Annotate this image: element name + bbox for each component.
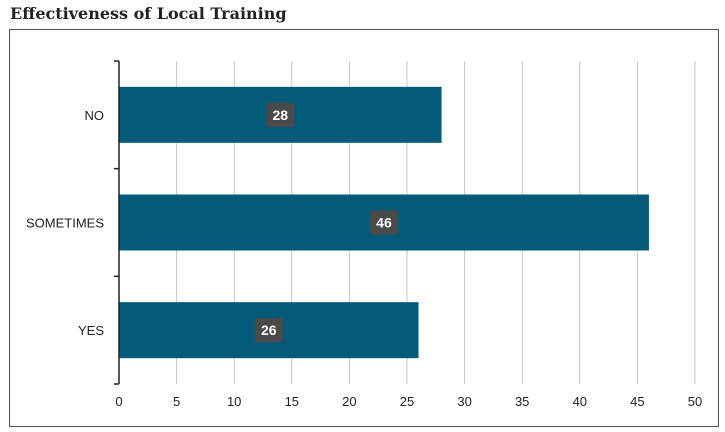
x-tick-label-0: 0 bbox=[115, 394, 122, 409]
axes bbox=[114, 60, 120, 385]
x-tick-label-10: 10 bbox=[227, 394, 241, 409]
x-tick-label-30: 30 bbox=[457, 394, 471, 409]
data-label-bg-sometimes bbox=[369, 210, 398, 235]
x-tick-label-20: 20 bbox=[342, 394, 356, 409]
x-tick-label-5: 5 bbox=[173, 394, 180, 409]
x-tick-label-15: 15 bbox=[285, 394, 299, 409]
data-label-yes: 26 bbox=[261, 322, 277, 338]
category-label-no: NO bbox=[85, 108, 105, 123]
chart-title: Effectiveness of Local Training bbox=[10, 4, 287, 23]
x-tick-label-35: 35 bbox=[515, 394, 529, 409]
data-label-bg-yes bbox=[254, 318, 283, 343]
data-label-no: 28 bbox=[272, 107, 288, 123]
category-label-sometimes: SOMETIMES bbox=[26, 216, 104, 231]
x-tick-label-50: 50 bbox=[688, 394, 702, 409]
x-tick-label-40: 40 bbox=[573, 394, 587, 409]
labels: 0 5 10 15 20 25 30 35 40 45 50 NO 28 SOMETIMES 46 YES 26 bbox=[26, 102, 702, 409]
data-label-sometimes: 46 bbox=[376, 215, 392, 231]
category-label-yes: YES bbox=[78, 323, 104, 338]
data-label-bg-no bbox=[266, 102, 295, 127]
x-tick-label-45: 45 bbox=[630, 394, 644, 409]
x-tick-label-25: 25 bbox=[400, 394, 414, 409]
